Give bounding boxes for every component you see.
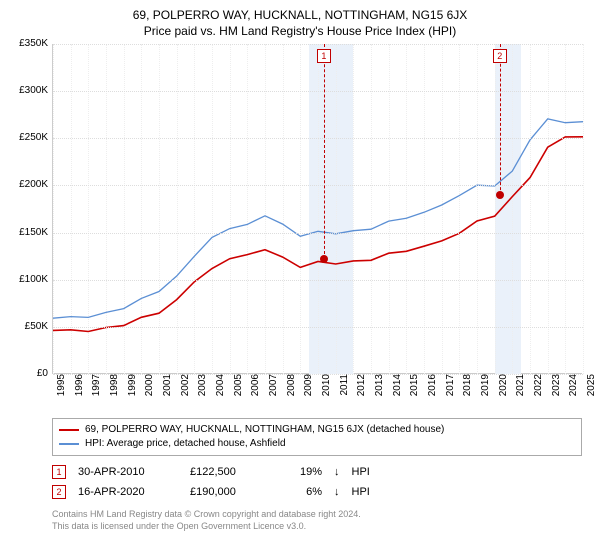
x-axis-label: 2008 <box>286 374 297 404</box>
x-axis-label: 2003 <box>197 374 208 404</box>
y-axis-label: £350K <box>10 38 48 49</box>
arrow-down-icon: ↓ <box>334 466 340 478</box>
x-axis-label: 1997 <box>91 374 102 404</box>
sale-vs: HPI <box>352 486 392 498</box>
x-axis-label: 1999 <box>127 374 138 404</box>
y-axis-label: £150K <box>10 227 48 238</box>
sale-vs: HPI <box>352 466 392 478</box>
legend-item: HPI: Average price, detached house, Ashf… <box>59 437 575 451</box>
sale-pct: 6% <box>282 486 322 498</box>
chart-container: 69, POLPERRO WAY, HUCKNALL, NOTTINGHAM, … <box>0 0 600 560</box>
plot-area: 12 <box>52 44 582 374</box>
gridline <box>53 327 583 328</box>
marker-label: 2 <box>493 49 507 63</box>
legend: 69, POLPERRO WAY, HUCKNALL, NOTTINGHAM, … <box>52 418 582 456</box>
marker-line <box>324 44 325 259</box>
series-line-hpi <box>53 119 583 318</box>
x-axis-label: 2009 <box>303 374 314 404</box>
y-axis-label: £0 <box>10 368 48 379</box>
sale-row: 2 16-APR-2020 £190,000 6% ↓ HPI <box>52 482 590 502</box>
x-axis-label: 2010 <box>321 374 332 404</box>
x-axis-label: 2021 <box>515 374 526 404</box>
x-axis-label: 2005 <box>233 374 244 404</box>
x-axis-label: 2011 <box>339 374 350 404</box>
marker-dot <box>320 255 328 263</box>
footer-attribution: Contains HM Land Registry data © Crown c… <box>52 508 590 532</box>
chart: 12 £0£50K£100K£150K£200K£250K£300K£350K1… <box>10 44 590 414</box>
x-axis-label: 2002 <box>180 374 191 404</box>
x-axis-label: 2014 <box>392 374 403 404</box>
x-axis-label: 2022 <box>533 374 544 404</box>
x-axis-label: 2015 <box>409 374 420 404</box>
legend-item: 69, POLPERRO WAY, HUCKNALL, NOTTINGHAM, … <box>59 423 575 437</box>
sale-marker: 1 <box>52 465 66 479</box>
page-subtitle: Price paid vs. HM Land Registry's House … <box>10 24 590 38</box>
sale-pct: 19% <box>282 466 322 478</box>
arrow-down-icon: ↓ <box>334 486 340 498</box>
series-line-price-paid <box>53 137 583 332</box>
x-axis-label: 2023 <box>551 374 562 404</box>
y-axis-label: £50K <box>10 321 48 332</box>
legend-label: HPI: Average price, detached house, Ashf… <box>85 437 286 451</box>
sale-price: £190,000 <box>190 486 270 498</box>
x-axis-label: 2012 <box>356 374 367 404</box>
gridline <box>53 233 583 234</box>
page-title: 69, POLPERRO WAY, HUCKNALL, NOTTINGHAM, … <box>10 8 590 22</box>
legend-swatch <box>59 429 79 431</box>
x-axis-label: 2019 <box>480 374 491 404</box>
sale-date: 16-APR-2020 <box>78 486 178 498</box>
x-axis-label: 2025 <box>586 374 597 404</box>
marker-dot <box>496 191 504 199</box>
x-axis-label: 2006 <box>250 374 261 404</box>
x-axis-label: 2013 <box>374 374 385 404</box>
legend-label: 69, POLPERRO WAY, HUCKNALL, NOTTINGHAM, … <box>85 423 444 437</box>
y-axis-label: £100K <box>10 274 48 285</box>
gridline <box>53 185 583 186</box>
footer-line: Contains HM Land Registry data © Crown c… <box>52 508 590 520</box>
x-axis-label: 2007 <box>268 374 279 404</box>
sales-list: 1 30-APR-2010 £122,500 19% ↓ HPI 2 16-APR-2020 £… <box>10 462 590 502</box>
x-axis-label: 2018 <box>462 374 473 404</box>
gridline <box>53 280 583 281</box>
sale-marker: 2 <box>52 485 66 499</box>
y-axis-label: £200K <box>10 179 48 190</box>
chart-lines <box>53 44 583 374</box>
x-axis-label: 1996 <box>74 374 85 404</box>
marker-label: 1 <box>317 49 331 63</box>
gridline <box>53 91 583 92</box>
y-axis-label: £300K <box>10 85 48 96</box>
sale-row: 1 30-APR-2010 £122,500 19% ↓ HPI <box>52 462 590 482</box>
x-axis-label: 2000 <box>144 374 155 404</box>
sale-price: £122,500 <box>190 466 270 478</box>
legend-swatch <box>59 443 79 445</box>
x-axis-label: 2016 <box>427 374 438 404</box>
x-axis-label: 2017 <box>445 374 456 404</box>
gridline <box>53 138 583 139</box>
x-axis-label: 2001 <box>162 374 173 404</box>
x-tick <box>583 44 584 374</box>
x-axis-label: 2024 <box>568 374 579 404</box>
x-axis-label: 1998 <box>109 374 120 404</box>
gridline <box>53 44 583 45</box>
x-axis-label: 1995 <box>56 374 67 404</box>
x-axis-label: 2020 <box>498 374 509 404</box>
y-axis-label: £250K <box>10 132 48 143</box>
footer-line: This data is licensed under the Open Gov… <box>52 520 590 532</box>
x-axis-label: 2004 <box>215 374 226 404</box>
sale-date: 30-APR-2010 <box>78 466 178 478</box>
marker-line <box>500 44 501 195</box>
